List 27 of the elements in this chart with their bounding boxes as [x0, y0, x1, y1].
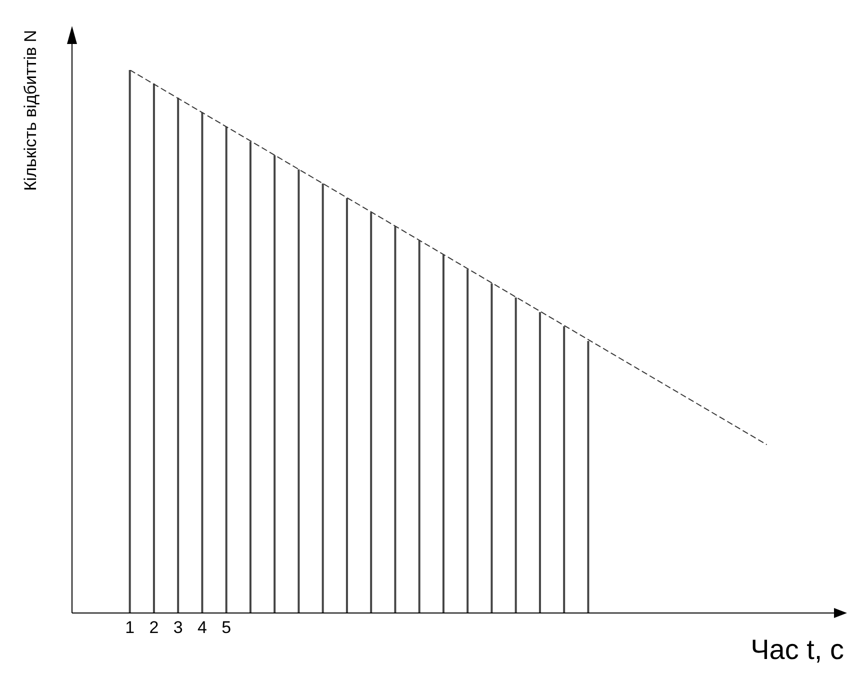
bar: [177, 98, 180, 613]
x-axis-title: Час t, с: [750, 634, 844, 665]
bar: [225, 126, 228, 613]
bar: [201, 112, 204, 613]
bar: [249, 142, 252, 613]
bar: [563, 326, 566, 613]
bar: [442, 254, 444, 613]
x-tick-label: 1: [125, 618, 135, 638]
bar: [322, 183, 324, 613]
bar: [466, 269, 469, 613]
bar: [490, 283, 493, 613]
bar: [128, 70, 131, 613]
bar: [346, 198, 348, 613]
bar: [587, 340, 590, 613]
bar: [538, 312, 541, 613]
bar: [298, 169, 300, 613]
x-tick-label: 2: [149, 618, 159, 638]
bar: [514, 298, 517, 613]
x-tick-label: 3: [173, 618, 183, 638]
bar: [370, 212, 372, 613]
bar: [394, 226, 396, 613]
y-axis-title: Кількість відбиттів N: [21, 30, 40, 191]
x-tick-label: 5: [222, 618, 232, 638]
bar: [274, 155, 276, 613]
bar: [152, 84, 155, 613]
x-tick-label: 4: [198, 618, 208, 638]
bar: [418, 240, 420, 613]
